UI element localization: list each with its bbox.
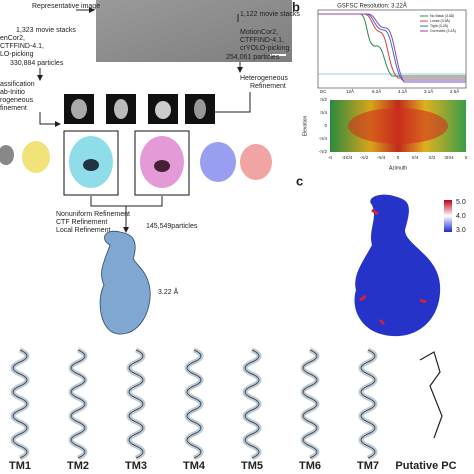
x-tick-label: -π/2: [360, 155, 369, 160]
y-tick-label: π/4: [320, 110, 327, 115]
x-tick-label: π/4: [412, 155, 419, 160]
label: crYOLO-picking: [240, 45, 290, 52]
helix-label: TM4: [183, 460, 206, 472]
scale-label: 5.0: [456, 199, 466, 206]
label: 254,061 particles: [226, 54, 280, 61]
chart-title: GSFSC Resolution: 3.22Å: [337, 3, 407, 10]
x-tick-label: -3π/4: [342, 155, 353, 160]
helix-model: [70, 349, 86, 459]
helix-label: TM1: [9, 460, 31, 472]
helix-model: [244, 349, 260, 459]
micrograph: [96, 0, 292, 62]
helix-model: [12, 349, 28, 459]
fsc-curves: [318, 13, 466, 83]
axis-label: Azimuth: [389, 165, 407, 171]
helix-label: TM7: [357, 460, 379, 472]
helix-label: Putative PC: [395, 460, 456, 472]
y-tick-label: π/2: [320, 97, 327, 102]
label: Refinement: [250, 83, 286, 90]
y-tick-label: -π/4: [319, 136, 328, 141]
helix-label: TM6: [299, 460, 321, 472]
helix-model: [186, 349, 202, 459]
label: 1,122 movie stacks: [240, 11, 300, 18]
class-averages: [64, 94, 215, 124]
axis-label: Elevation: [302, 116, 308, 137]
helix-density: [300, 347, 320, 461]
label: CTFFIND-4.1,: [240, 37, 284, 44]
helix-label: TM5: [241, 460, 263, 472]
legend-label: No Mask (3.5Å): [430, 13, 454, 18]
label: MotionCor2,: [240, 29, 278, 36]
legend-label: Corrected (3.2Å): [430, 28, 456, 33]
label: finement: [0, 105, 27, 112]
x-tick-label: 12Å: [346, 88, 354, 94]
helix-density: [242, 347, 262, 461]
x-tick-label: DC: [320, 89, 327, 94]
label: assification: [0, 81, 35, 88]
local-resolution-map: [354, 194, 441, 337]
panel-label: c: [296, 173, 303, 188]
x-tick-label: 3.1Å: [424, 88, 433, 94]
label: 1,323 movie stacks: [16, 27, 76, 34]
color-bar: [444, 200, 452, 232]
helix-density: [419, 351, 443, 439]
helix-density: [10, 347, 30, 461]
3d-classes: [0, 130, 272, 196]
label: enCor2,: [0, 35, 25, 42]
legend-label: Tight (3.2Å): [430, 23, 448, 28]
helix-model: [128, 349, 144, 459]
label: LO-picking: [0, 51, 34, 58]
scale-label: 4.0: [456, 213, 466, 220]
label: Representative image: [32, 3, 100, 10]
label: 145,549particles: [146, 223, 198, 230]
label: Local Refinement: [56, 227, 111, 234]
label: Heterogeneous: [240, 75, 288, 82]
x-tick-label: 3π/4: [444, 155, 454, 160]
label: 330,884 particles: [10, 60, 64, 67]
helix-density: [126, 347, 146, 461]
scale-label: 3.0: [456, 227, 466, 234]
helix-density: [358, 347, 378, 461]
final-map: [99, 230, 151, 335]
x-tick-label: -π: [328, 155, 333, 160]
label: rogeneous: [0, 97, 34, 104]
label: Nonuniform Refinement: [56, 211, 130, 218]
helix-density: [184, 347, 204, 461]
helix-label: TM3: [125, 460, 147, 472]
legend-label: Loose (3.5Å): [430, 18, 450, 23]
label: CTFFIND-4.1,: [0, 43, 44, 50]
helix-model: [302, 349, 318, 459]
y-tick-label: 0: [324, 123, 327, 128]
helix-model: [360, 349, 376, 459]
helix-density: [68, 347, 88, 461]
label: 3.22 Å: [158, 287, 179, 296]
helix-label: TM2: [67, 460, 89, 472]
x-tick-label: π: [464, 155, 467, 160]
label: CTF Refinement: [56, 219, 107, 226]
x-tick-label: -π/4: [377, 155, 386, 160]
x-tick-label: 2.5Å: [450, 88, 459, 94]
panel-label: b: [292, 0, 300, 14]
x-tick-label: 4.1Å: [398, 88, 407, 94]
x-tick-label: 0: [397, 155, 400, 160]
label: ab-Initio: [0, 89, 25, 96]
y-tick-label: -π/2: [319, 149, 328, 154]
x-tick-label: 6.2Å: [372, 88, 381, 94]
scale-bar: [270, 54, 286, 56]
x-tick-label: π/2: [429, 155, 436, 160]
